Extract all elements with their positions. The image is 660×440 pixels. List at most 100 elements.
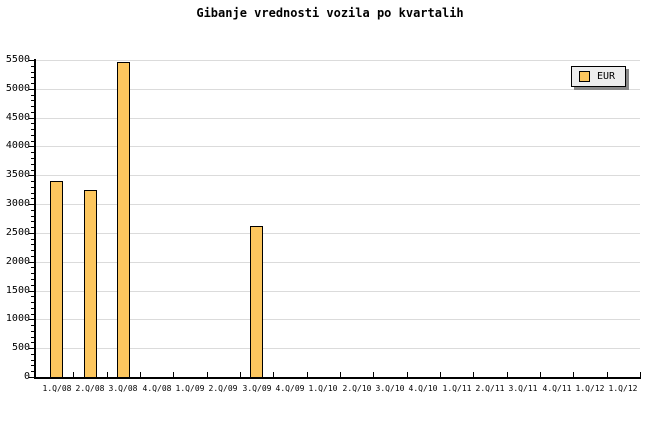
x-boundary-tick [607, 372, 608, 377]
y-major-tick [29, 233, 34, 234]
y-minor-tick [31, 216, 34, 217]
y-minor-tick [31, 77, 34, 78]
y-major-tick [29, 89, 34, 90]
x-axis-tick-label: 3.Q/08 [108, 384, 138, 393]
x-boundary-tick [207, 372, 208, 377]
y-minor-tick [31, 244, 34, 245]
y-minor-tick [31, 308, 34, 309]
y-minor-tick [31, 187, 34, 188]
y-minor-tick [31, 66, 34, 67]
y-minor-tick [31, 152, 34, 153]
y-major-tick [29, 348, 34, 349]
y-minor-tick [31, 141, 34, 142]
y-minor-tick [31, 302, 34, 303]
x-axis-tick-label: 2.Q/08 [75, 384, 105, 393]
y-minor-tick [31, 354, 34, 355]
y-axis-line [34, 59, 36, 379]
y-minor-tick [31, 314, 34, 315]
y-minor-tick [31, 221, 34, 222]
y-minor-tick [31, 158, 34, 159]
bar [117, 62, 130, 378]
x-axis-tick-label: 1.Q/11 [442, 384, 472, 393]
x-boundary-tick [273, 372, 274, 377]
x-axis-tick-label: 3.Q/09 [242, 384, 272, 393]
x-boundary-tick [640, 372, 641, 377]
bar [50, 181, 63, 378]
y-minor-tick [31, 256, 34, 257]
x-axis-tick-label: 4.Q/09 [275, 384, 305, 393]
y-axis-tick-label: 1000 [5, 313, 30, 324]
legend-swatch-eur [579, 71, 590, 82]
y-minor-tick [31, 123, 34, 124]
y-minor-tick [31, 95, 34, 96]
bar [250, 226, 263, 378]
y-minor-tick [31, 285, 34, 286]
x-boundary-tick [340, 372, 341, 377]
y-minor-tick [31, 227, 34, 228]
y-minor-tick [31, 72, 34, 73]
y-minor-tick [31, 135, 34, 136]
x-axis-tick-label: 2.Q/10 [342, 384, 372, 393]
y-minor-tick [31, 250, 34, 251]
y-axis-tick-label: 4000 [5, 140, 30, 151]
y-major-tick [29, 291, 34, 292]
y-minor-tick [31, 279, 34, 280]
x-boundary-tick [307, 372, 308, 377]
y-gridline [36, 233, 640, 234]
x-boundary-tick [107, 372, 108, 377]
y-axis-tick-label: 4500 [5, 112, 30, 123]
y-minor-tick [31, 106, 34, 107]
y-minor-tick [31, 210, 34, 211]
y-minor-tick [31, 331, 34, 332]
x-boundary-tick [473, 372, 474, 377]
y-minor-tick [31, 337, 34, 338]
y-minor-tick [31, 198, 34, 199]
x-boundary-tick [573, 372, 574, 377]
y-minor-tick [31, 296, 34, 297]
chart-title: Gibanje vrednosti vozila po kvartalih [196, 6, 464, 20]
x-axis-tick-label: 1.Q/09 [175, 384, 205, 393]
x-boundary-tick [173, 372, 174, 377]
y-gridline [36, 118, 640, 119]
y-axis-tick-label: 3500 [5, 169, 30, 180]
y-minor-tick [31, 267, 34, 268]
y-minor-tick [31, 239, 34, 240]
y-gridline [36, 204, 640, 205]
y-axis-tick-label: 1500 [5, 285, 30, 296]
y-axis-tick-label: 2000 [5, 256, 30, 267]
legend-label: EUR [597, 71, 616, 82]
x-boundary-tick [373, 372, 374, 377]
x-axis-tick-label: 4.Q/10 [408, 384, 438, 393]
y-minor-tick [31, 181, 34, 182]
y-minor-tick [31, 371, 34, 372]
x-axis-tick-label: 2.Q/09 [208, 384, 238, 393]
y-axis-tick-label: 5000 [5, 83, 30, 94]
legend-box: EUR [571, 66, 626, 87]
y-axis-tick-label: 0 [23, 371, 30, 382]
y-major-tick [29, 319, 34, 320]
y-minor-tick [31, 273, 34, 274]
y-major-tick [29, 377, 34, 378]
x-axis-tick-label: 3.Q/11 [508, 384, 538, 393]
x-axis-tick-label: 1.Q/10 [308, 384, 338, 393]
y-minor-tick [31, 365, 34, 366]
y-gridline [36, 262, 640, 263]
y-axis-tick-label: 5500 [5, 54, 30, 65]
x-boundary-tick [440, 372, 441, 377]
y-minor-tick [31, 129, 34, 130]
y-gridline [36, 291, 640, 292]
x-boundary-tick [507, 372, 508, 377]
x-axis-tick-label: 4.Q/08 [142, 384, 172, 393]
x-boundary-tick [240, 372, 241, 377]
y-major-tick [29, 175, 34, 176]
x-boundary-tick [540, 372, 541, 377]
x-axis-tick-label: 1.Q/12 [575, 384, 605, 393]
y-gridline [36, 146, 640, 147]
y-minor-tick [31, 100, 34, 101]
x-boundary-tick [407, 372, 408, 377]
x-boundary-tick [140, 372, 141, 377]
y-gridline [36, 89, 640, 90]
x-axis-tick-label: 3.Q/10 [375, 384, 405, 393]
x-axis-line [34, 377, 641, 379]
